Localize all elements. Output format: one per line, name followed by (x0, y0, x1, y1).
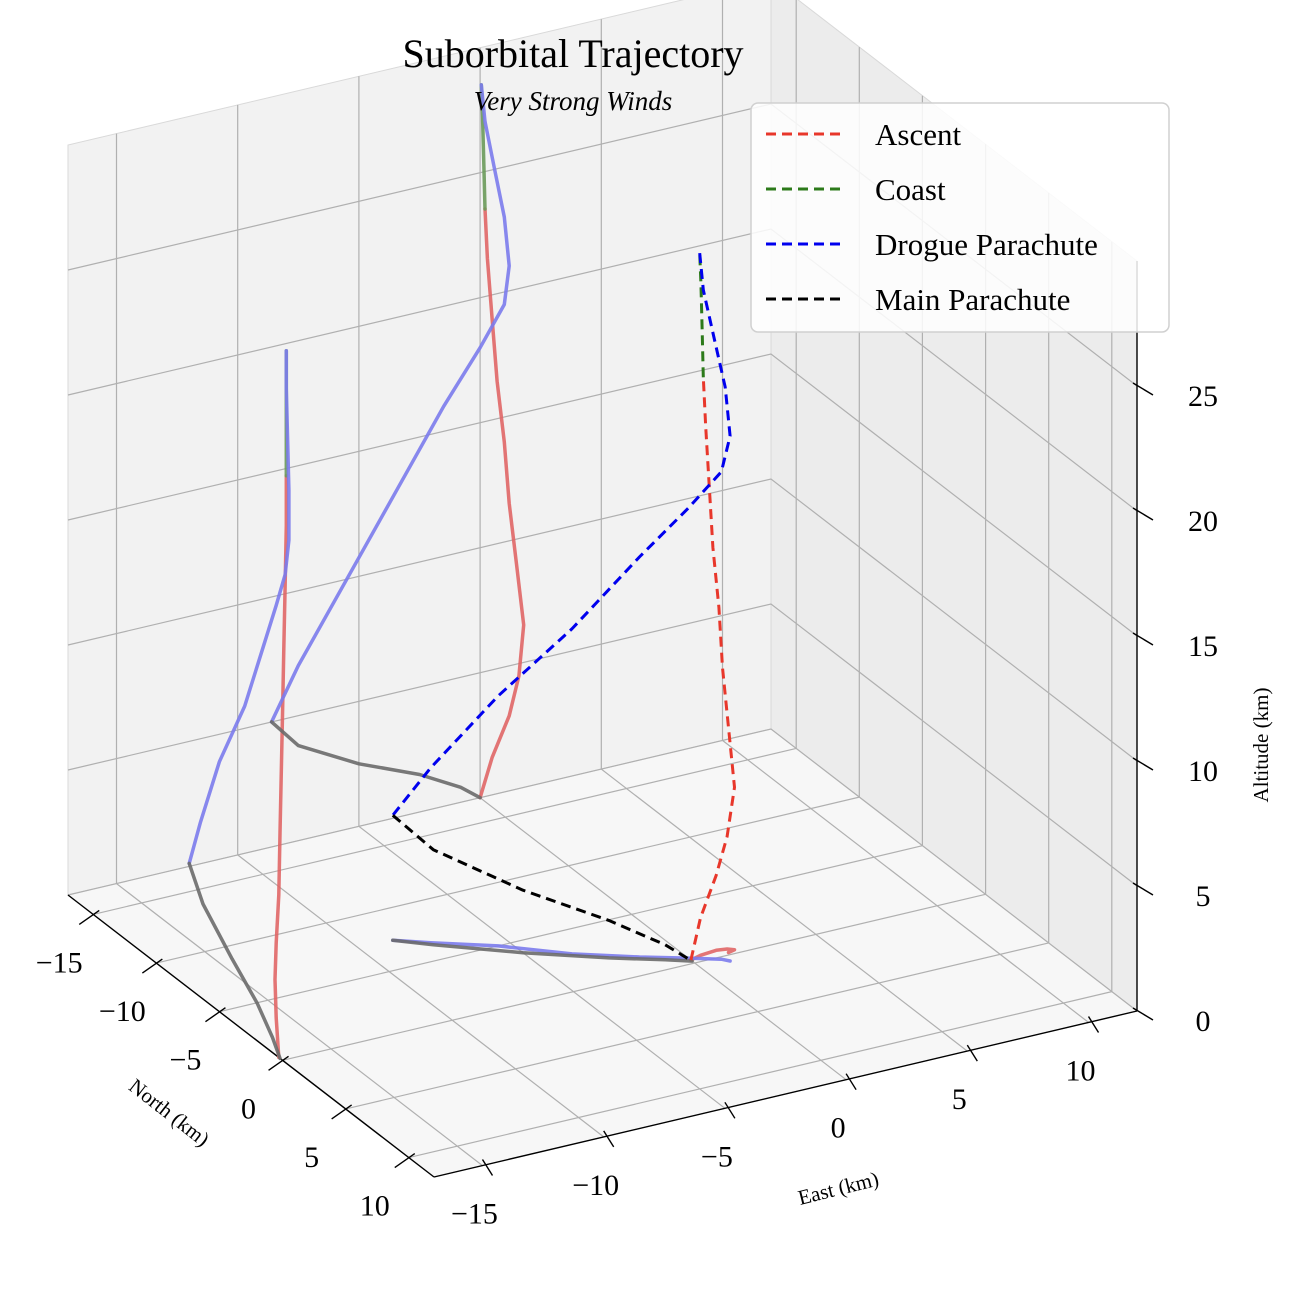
chart-title: Suborbital Trajectory (402, 31, 743, 76)
y-tick-label: 0 (241, 1092, 256, 1125)
y-tick-label: −15 (36, 946, 83, 979)
projection-main-parachute (187, 861, 282, 1061)
x-tick-mark (1087, 1016, 1100, 1033)
y-tick-mark (205, 1007, 226, 1023)
projection-drogue-parachute (391, 938, 732, 963)
y-tick-label: −10 (99, 995, 146, 1028)
x-axis-label: East (km) (796, 1167, 882, 1210)
projection-main-parachute (391, 938, 694, 963)
gridline-z (67, 353, 1138, 637)
z-tick-mark (1132, 757, 1154, 771)
chart-subtitle: Very Strong Winds (474, 86, 673, 116)
projection-main-parachute (269, 720, 482, 800)
legend-label: Drogue Parachute (875, 227, 1098, 262)
x-tick-mark (845, 1073, 857, 1091)
z-tick-mark (1132, 382, 1154, 396)
x-tick-label: 0 (831, 1112, 846, 1145)
x-axis-line (433, 1010, 1138, 1178)
x-tick-label: 10 (1066, 1054, 1096, 1087)
y-tick-label: −5 (169, 1044, 201, 1077)
gridline-z (67, 728, 1138, 1012)
y-tick-mark (394, 1152, 416, 1169)
x-tick-label: −5 (701, 1140, 733, 1173)
y-axis-label: North (km) (124, 1074, 214, 1151)
x-tick-mark (481, 1159, 494, 1176)
series-main-parachute (391, 814, 693, 963)
y-tick-mark (331, 1104, 353, 1120)
z-tick-mark (1132, 632, 1154, 646)
z-axis-label: Altitude (km) (1249, 688, 1273, 803)
y-tick-mark (78, 909, 100, 926)
series-coast (698, 253, 705, 378)
x-tick-mark (603, 1130, 615, 1148)
y-axis-line (67, 894, 435, 1178)
legend: Ascent Coast Drogue Parachute Main Parachut… (750, 102, 1170, 333)
projection-drogue-parachute (269, 83, 511, 724)
series-ascent (689, 377, 736, 961)
y-tick-mark (268, 1055, 289, 1071)
z-tick-label: 15 (1188, 630, 1218, 663)
tick-labels: −15 −10 −5 0 5 10 −15 −10 −5 0 5 10 0 5 10 15 20 25 (36, 380, 1218, 1231)
trajectory-projections (187, 83, 737, 1061)
y-tick-label: 5 (304, 1141, 319, 1174)
x-tick-label: −10 (572, 1169, 619, 1202)
x-tick-label: −15 (451, 1198, 498, 1231)
legend-frame (750, 102, 1170, 333)
legend-label: Coast (875, 172, 946, 207)
projection-ascent (478, 207, 526, 800)
legend-label: Main Parachute (875, 282, 1070, 317)
z-tick-label: 10 (1188, 755, 1218, 788)
legend-label: Ascent (875, 117, 961, 152)
x-tick-mark (966, 1044, 978, 1062)
z-tick-mark (1132, 507, 1154, 521)
x-tick-mark (724, 1101, 736, 1119)
projection-drogue-parachute (187, 348, 291, 866)
series-drogue-parachute (391, 252, 732, 817)
y-tick-mark (141, 958, 163, 974)
z-tick-label: 5 (1196, 880, 1211, 913)
z-tick-label: 25 (1188, 380, 1218, 413)
gridline-z (67, 478, 1138, 762)
x-tick-label: 5 (952, 1083, 967, 1116)
y-tick-label: 10 (360, 1190, 390, 1223)
z-tick-label: 0 (1196, 1005, 1211, 1038)
z-tick-mark (1132, 882, 1154, 896)
trajectory-series (391, 252, 736, 963)
z-tick-label: 20 (1188, 505, 1218, 538)
z-tick-mark (1132, 1007, 1154, 1021)
gridline-z (67, 603, 1138, 887)
projection-ascent (689, 947, 737, 962)
